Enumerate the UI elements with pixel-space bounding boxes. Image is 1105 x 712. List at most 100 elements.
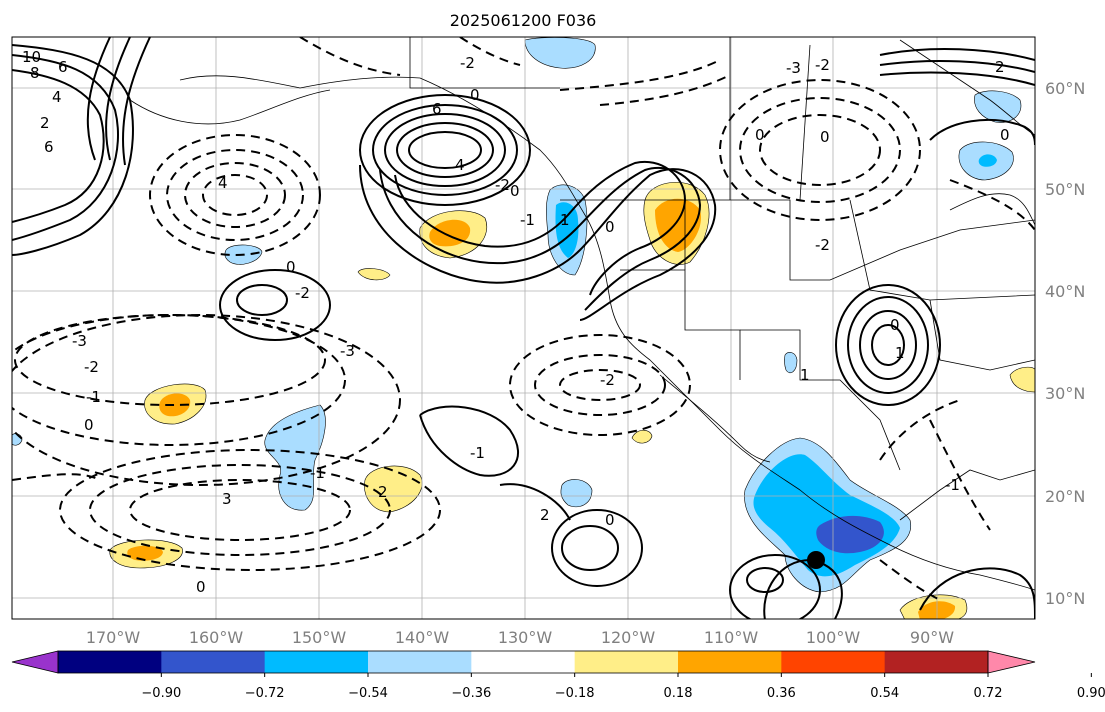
contour-label: 0 (605, 218, 615, 236)
colorbar-tick-label: −0.18 (555, 686, 595, 701)
contour-label: 2 (40, 114, 50, 132)
contour-label: 6 (58, 58, 68, 76)
contour-label: 0 (196, 578, 206, 596)
contour-label: 2 (378, 483, 388, 501)
contour-label: -2 (460, 54, 475, 72)
contour-label: 0 (1000, 126, 1010, 144)
shade-orange-gulf (1009, 366, 1035, 393)
lon-label: 170°W (86, 628, 141, 647)
contour-label: -3 (340, 342, 355, 360)
shaded-regions (12, 37, 1035, 619)
shade-blue-north (524, 37, 596, 69)
shade-small-yellow-2 (631, 429, 653, 444)
contour-label: -3 (786, 59, 801, 77)
contour-label: 4 (455, 156, 465, 174)
shade-blue-canada (974, 90, 1022, 123)
colorbar-tick-label: −0.36 (451, 686, 491, 701)
contour-label: -1 (945, 476, 960, 494)
colorbar-tick-label: 0.90 (1077, 686, 1105, 701)
colorbar-tick-label: −0.72 (245, 686, 285, 701)
colorbar-segment (368, 651, 472, 673)
shade-orange-west-us-core (655, 198, 701, 252)
storm-center-marker (807, 551, 825, 569)
colorbar-segment (781, 651, 886, 673)
colorbar: −0.90 −0.72 −0.54 −0.36 −0.18 0.18 0.36 0.54 0.7… (11, 650, 1105, 701)
contour-label: 1 (800, 366, 810, 384)
contour-label: 2 (540, 506, 550, 524)
shade-orange-south-core (918, 601, 956, 619)
shade-blue-central-pacific (264, 404, 326, 511)
contour-label: -1 (86, 388, 101, 406)
colorbar-frame (57, 650, 989, 674)
contour-label: 0 (286, 258, 296, 276)
map-frame (11, 36, 1036, 620)
contour-label: 2 (995, 58, 1005, 76)
contour-label: -2 (495, 176, 510, 194)
colorbar-tick-label: 0.36 (767, 686, 796, 701)
lon-label: 110°W (704, 628, 759, 647)
contour-label: 4 (52, 88, 62, 106)
colorbar-segment (264, 651, 369, 673)
longitude-labels: 170°W 160°W 150°W 140°W 130°W 120°W 110°… (86, 628, 954, 647)
contour-label: 0 (470, 86, 480, 104)
colorbar-segment (884, 651, 989, 673)
map-title: 2025061200 F036 (450, 11, 597, 30)
shade-orange-southwest-core (127, 545, 163, 561)
shade-orange-south-pacific (364, 465, 423, 513)
contour-label: 6 (44, 138, 54, 156)
colorbar-segment (161, 651, 266, 673)
lat-label: 30°N (1045, 384, 1085, 403)
colorbar-extend-high (987, 650, 1036, 674)
colorbar-tick-label: 0.72 (974, 686, 1003, 701)
dashed-contours (12, 37, 1035, 601)
colorbar-segment (678, 651, 782, 673)
colorbar-extend-low (11, 650, 59, 674)
contour-label: -2 (600, 371, 615, 389)
contour-label: -2 (84, 358, 99, 376)
shade-small-blue-3 (784, 351, 798, 373)
contour-label: 0 (755, 126, 765, 144)
latitude-labels: 60°N 50°N 40°N 30°N 20°N 10°N (1045, 79, 1085, 608)
shade-blue-coast-core (555, 202, 579, 258)
contour-label: 3 (222, 490, 232, 508)
colorbar-tick-label: 0.18 (664, 686, 693, 701)
coastlines (129, 37, 1035, 591)
contour-label: -2 (295, 284, 310, 302)
lat-label: 20°N (1045, 487, 1085, 506)
lon-label: 140°W (395, 628, 450, 647)
lon-label: 120°W (601, 628, 656, 647)
lon-label: 130°W (498, 628, 553, 647)
contour-label: -3 (72, 332, 87, 350)
lat-label: 10°N (1045, 589, 1085, 608)
contour-label: 4 (218, 174, 228, 192)
shade-cyan-northeast (978, 154, 997, 167)
contour-label: -1 (470, 444, 485, 462)
shade-orange-west-pacific-core (159, 393, 191, 417)
contour-label: 0 (820, 128, 830, 146)
colorbar-tick-label: −0.54 (348, 686, 388, 701)
contour-label: 0 (605, 511, 615, 529)
contour-label: 0 (510, 182, 520, 200)
contour-label: -1 (310, 464, 325, 482)
contour-label: 6 (432, 100, 442, 118)
lat-label: 40°N (1045, 282, 1085, 301)
lat-label: 60°N (1045, 79, 1085, 98)
contour-label: 1 (895, 344, 905, 362)
contour-label: -2 (815, 56, 830, 74)
colorbar-segment (471, 651, 576, 673)
shade-small-blue-2 (560, 479, 593, 508)
contour-label: 0 (890, 316, 900, 334)
contour-label: -1 (520, 211, 535, 229)
colorbar-tick-label: 0.54 (870, 686, 899, 701)
contour-label: 10 (22, 48, 41, 66)
contour-label: 1 (560, 211, 570, 229)
contour-label: 8 (30, 64, 40, 82)
lon-label: 160°W (189, 628, 244, 647)
colorbar-segment (574, 651, 679, 673)
colorbar-tick-label: −0.90 (141, 686, 181, 701)
contour-label: 0 (84, 416, 94, 434)
colorbar-segment (58, 651, 162, 673)
